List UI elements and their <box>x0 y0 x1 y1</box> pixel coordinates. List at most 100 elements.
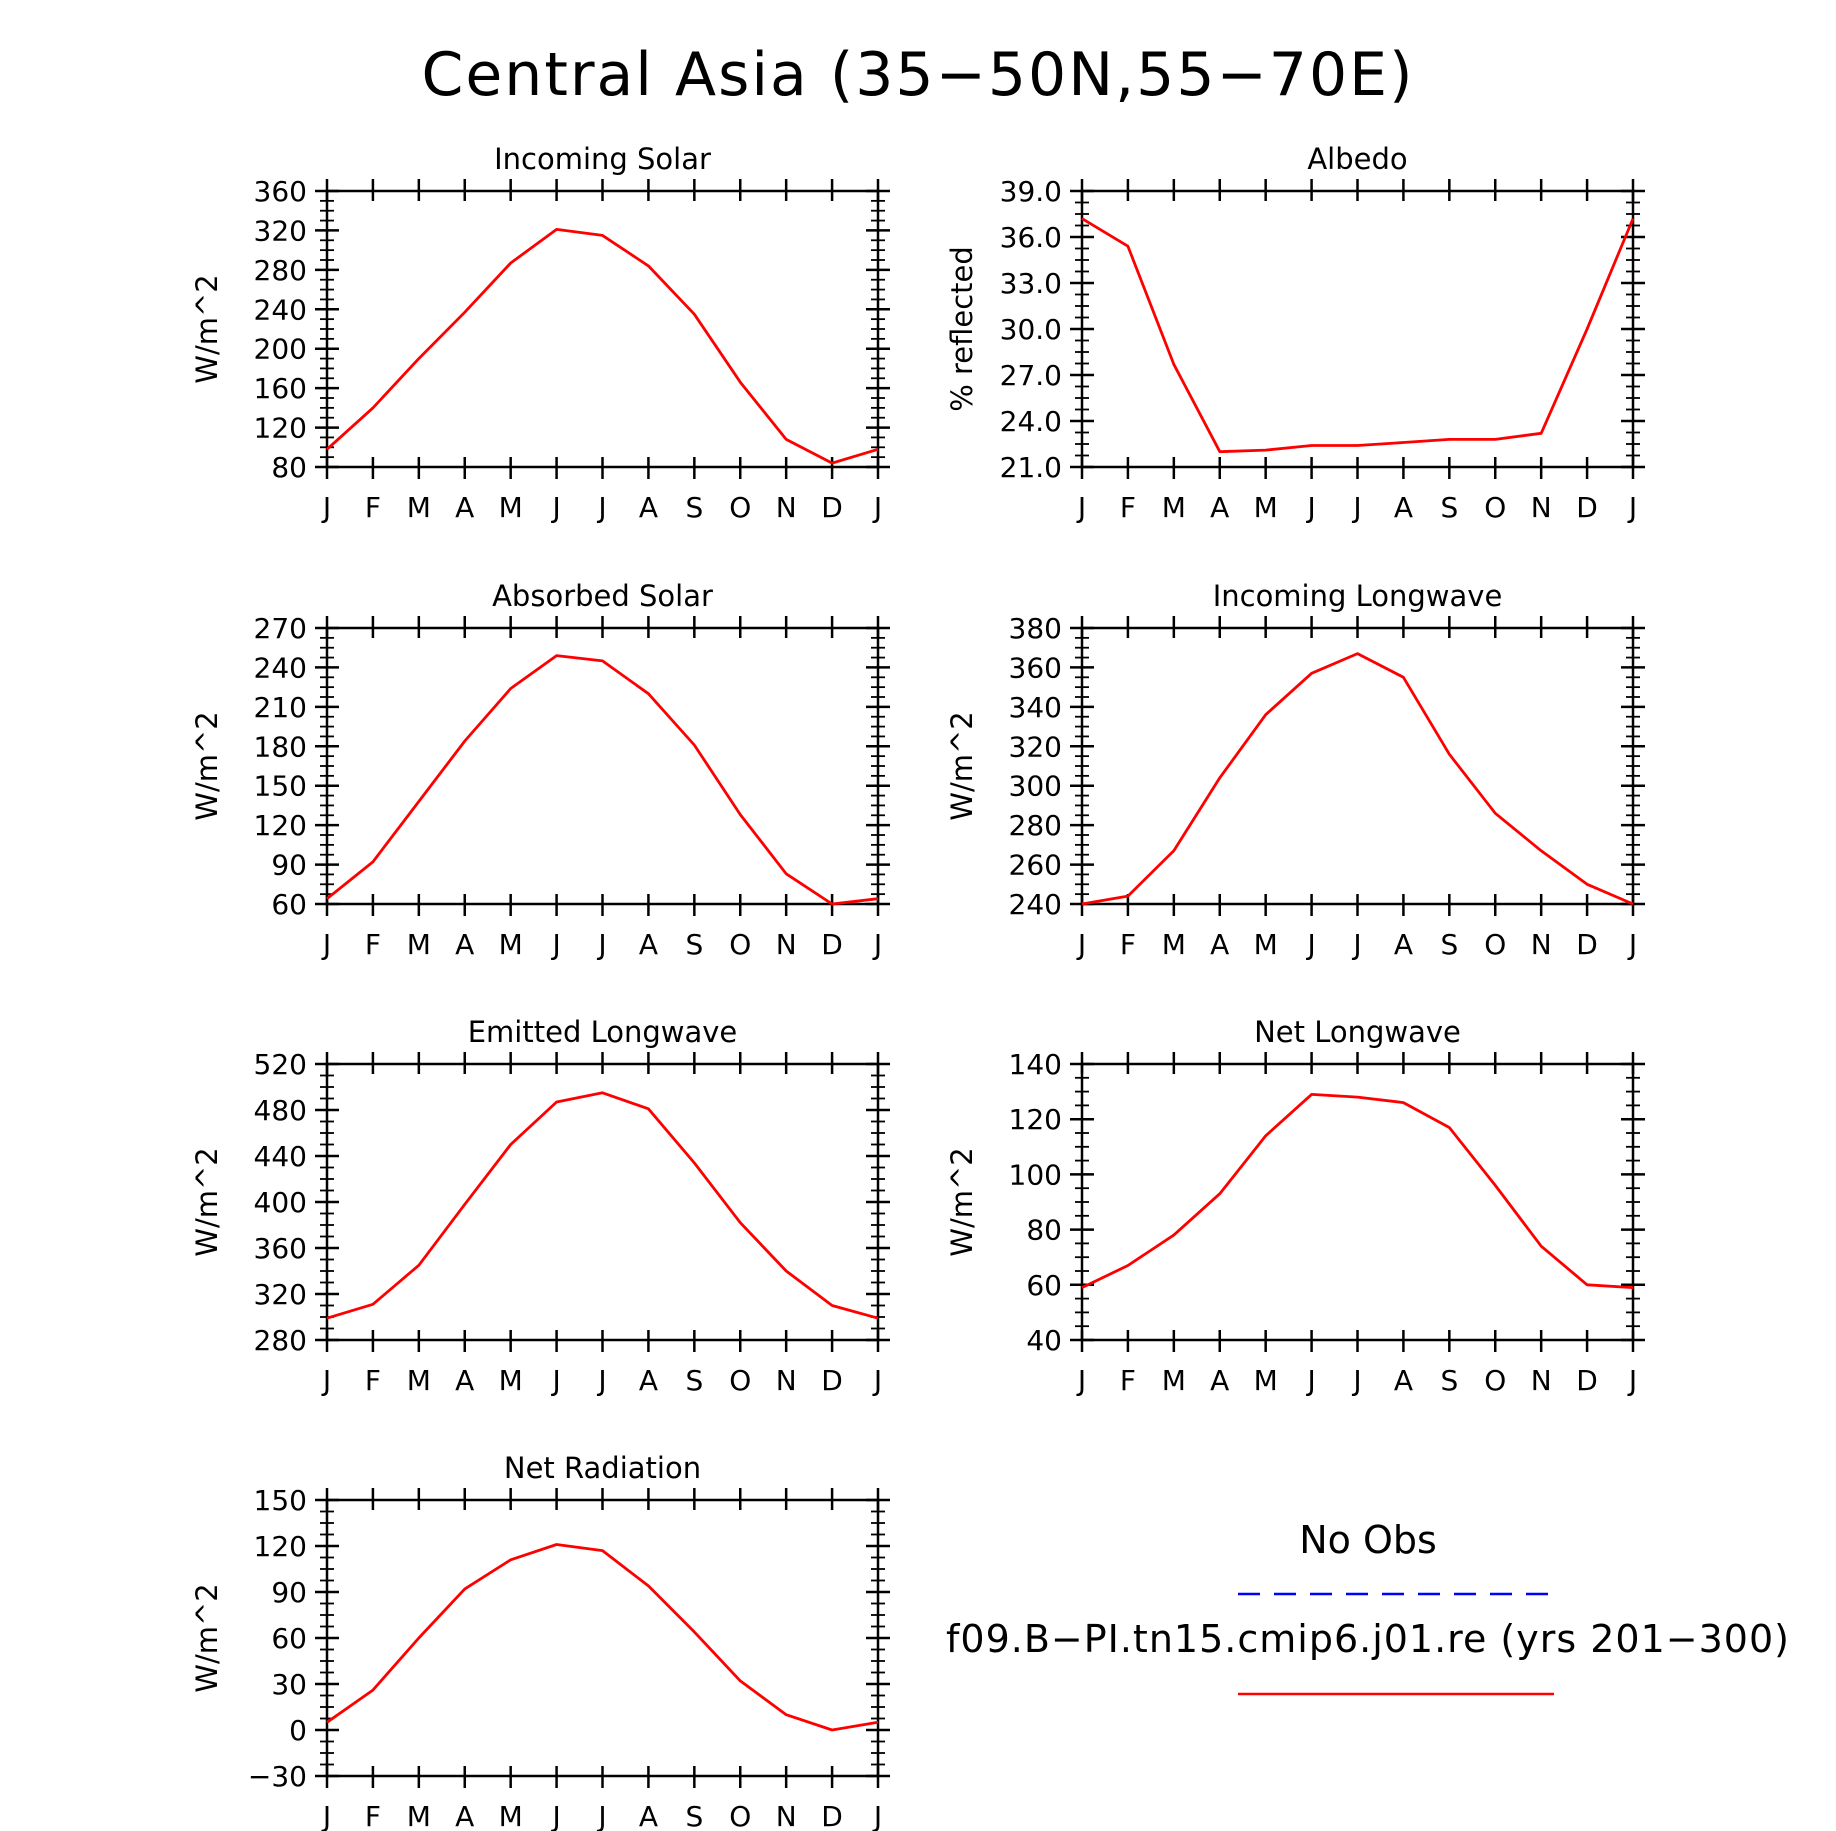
y-axis-label: % reflected <box>945 246 979 412</box>
y-tick-label: 360 <box>254 1232 307 1265</box>
x-tick-label: J <box>1351 928 1361 961</box>
x-tick-label: M <box>1254 928 1278 961</box>
legend-model-line <box>1238 1692 1554 1696</box>
x-tick-label: O <box>1484 491 1506 524</box>
x-tick-label: A <box>455 1364 474 1397</box>
x-tick-label: F <box>365 928 381 961</box>
series-line <box>326 227 879 465</box>
plot-frame <box>325 1498 880 1778</box>
x-tick-label: J <box>1076 491 1086 524</box>
x-tick-label: A <box>1210 1364 1229 1397</box>
y-tick-label: 90 <box>271 1576 307 1609</box>
x-tick-label: J <box>1351 491 1361 524</box>
x-tick-label: M <box>1162 491 1186 524</box>
y-tick-label: 36.0 <box>1000 221 1062 254</box>
x-tick-label: A <box>455 491 474 524</box>
x-tick-label: F <box>365 491 381 524</box>
series-line <box>1081 217 1635 454</box>
x-tick-label: J <box>321 928 331 961</box>
x-tick-label: J <box>321 1800 331 1831</box>
y-tick-label: 30 <box>271 1668 307 1701</box>
x-tick-label: O <box>729 1364 751 1397</box>
y-tick-label: −30 <box>248 1760 307 1793</box>
y-tick-label: 21.0 <box>1000 451 1062 484</box>
y-tick-label: 200 <box>254 333 307 366</box>
x-tick-label: F <box>1120 1364 1136 1397</box>
x-tick-label: A <box>639 491 658 524</box>
x-tick-label: J <box>321 491 331 524</box>
y-tick-label: 340 <box>1009 691 1062 724</box>
y-axis-label: W/m^2 <box>190 274 224 383</box>
x-tick-label: J <box>872 928 882 961</box>
x-tick-label: M <box>499 1800 523 1831</box>
x-tick-label: M <box>407 928 431 961</box>
y-tick-label: 60 <box>1026 1269 1062 1302</box>
y-tick-label: 360 <box>1009 651 1062 684</box>
panel-title: Incoming Longwave <box>1213 579 1503 613</box>
series-line <box>326 1543 879 1732</box>
x-tick-label: J <box>1305 491 1315 524</box>
y-tick-label: 80 <box>271 451 307 484</box>
panel-title: Incoming Solar <box>494 142 711 176</box>
y-tick-label: 33.0 <box>1000 267 1062 300</box>
x-tick-label: M <box>1254 1364 1278 1397</box>
x-tick-label: M <box>407 1364 431 1397</box>
x-tick-label: F <box>365 1800 381 1831</box>
x-tick-label: F <box>365 1364 381 1397</box>
panel-title: Albedo <box>1307 142 1407 176</box>
x-tick-label: J <box>550 1364 560 1397</box>
y-tick-label: 60 <box>271 1622 307 1655</box>
legend-obs-label: No Obs <box>1299 1518 1437 1562</box>
y-axis-label: W/m^2 <box>190 1583 224 1692</box>
x-tick-label: J <box>596 1800 606 1831</box>
plot-frame <box>325 626 880 906</box>
y-axis-label: W/m^2 <box>945 711 979 820</box>
x-tick-label: S <box>685 1364 703 1397</box>
y-tick-label: 24.0 <box>1000 405 1062 438</box>
x-tick-label: A <box>1394 928 1413 961</box>
x-tick-label: J <box>1076 928 1086 961</box>
y-tick-label: 260 <box>1009 849 1062 882</box>
main-title: Central Asia (35−50N,55−70E) <box>421 40 1415 110</box>
y-tick-label: 280 <box>254 254 307 287</box>
x-tick-label: J <box>1627 491 1637 524</box>
x-tick-label: S <box>1440 491 1458 524</box>
x-tick-label: N <box>1531 928 1552 961</box>
x-tick-label: J <box>872 1364 882 1397</box>
x-tick-label: S <box>1440 1364 1458 1397</box>
y-tick-label: 240 <box>1009 888 1062 921</box>
x-tick-label: A <box>639 1800 658 1831</box>
x-tick-label: M <box>1162 928 1186 961</box>
x-tick-label: A <box>639 1364 658 1397</box>
x-tick-label: D <box>821 1364 843 1397</box>
y-axis-label: W/m^2 <box>190 1147 224 1256</box>
plot-frame <box>1080 1062 1635 1342</box>
x-tick-label: J <box>872 1800 882 1831</box>
y-tick-label: 240 <box>254 293 307 326</box>
y-tick-label: 440 <box>254 1140 307 1173</box>
x-tick-label: J <box>321 1364 331 1397</box>
y-tick-label: 380 <box>1009 612 1062 645</box>
x-tick-label: J <box>1627 1364 1637 1397</box>
x-tick-label: A <box>1394 1364 1413 1397</box>
panel-title: Net Radiation <box>504 1451 701 1485</box>
y-tick-label: 280 <box>254 1324 307 1357</box>
y-tick-label: 140 <box>1009 1048 1062 1081</box>
x-tick-label: A <box>1210 928 1229 961</box>
x-tick-label: N <box>1531 1364 1552 1397</box>
x-tick-label: M <box>499 491 523 524</box>
y-tick-label: 27.0 <box>1000 359 1062 392</box>
x-tick-label: N <box>776 1364 797 1397</box>
y-tick-label: 240 <box>254 651 307 684</box>
x-tick-label: D <box>821 491 843 524</box>
plot-frame <box>1080 189 1635 469</box>
x-tick-label: J <box>550 491 560 524</box>
y-tick-label: 150 <box>254 770 307 803</box>
legend-model-label: f09.B−PI.tn15.cmip6.j01.re (yrs 201−300) <box>946 1617 1790 1661</box>
